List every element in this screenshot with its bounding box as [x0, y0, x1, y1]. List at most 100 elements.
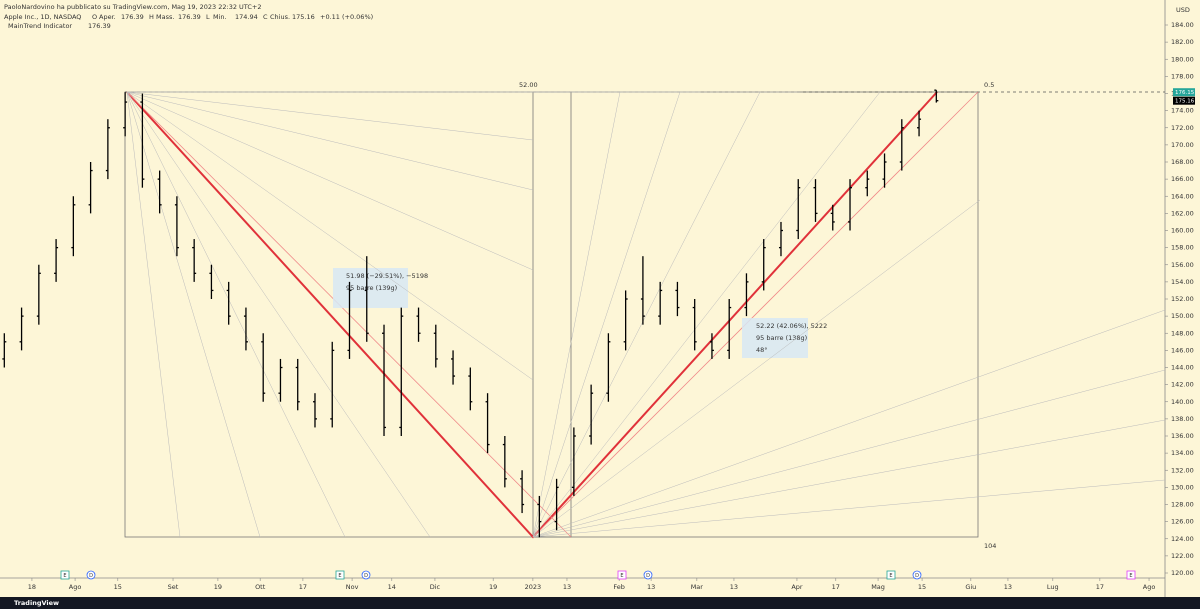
ohlc-label: Min.	[213, 13, 227, 21]
event-label: D	[646, 573, 650, 579]
ohlc-value: 174.94	[235, 13, 258, 21]
measure-text: 95 barre (139g)	[346, 284, 397, 292]
fan-line	[532, 309, 1166, 538]
x-tick-label: 13	[1004, 583, 1012, 591]
y-tick-label: 182.00	[1171, 38, 1194, 46]
measure-box	[333, 268, 408, 308]
ohlc-key: C	[263, 13, 268, 21]
y-tick-label: 150.00	[1171, 312, 1194, 320]
ohlc-label: Mass.	[156, 13, 174, 21]
fan-line	[532, 369, 1166, 538]
event-icon	[86, 570, 96, 580]
indicator-value: 176.39	[88, 22, 111, 30]
y-tick-label: 184.00	[1171, 21, 1194, 29]
fan-line	[126, 91, 431, 538]
event-label: E	[1129, 573, 1132, 579]
x-tick-label: Ago	[1143, 583, 1156, 591]
trend-line	[532, 91, 979, 538]
x-tick-label: 17	[299, 583, 307, 591]
event-icon	[60, 570, 70, 580]
y-tick-label: 152.00	[1171, 295, 1194, 303]
event-icon	[886, 570, 896, 580]
y-tick-label: 132.00	[1171, 466, 1194, 474]
fan-line	[532, 199, 981, 538]
event-icon	[361, 570, 371, 580]
fan-line	[126, 91, 534, 271]
y-tick-label: 160.00	[1171, 227, 1194, 235]
fan-line	[126, 91, 261, 538]
y-tick-label: 126.00	[1171, 518, 1194, 526]
footer: TradingView	[14, 599, 59, 607]
footer-bar	[0, 597, 1200, 609]
x-tick-label: 17	[832, 583, 840, 591]
y-tick-label: 162.00	[1171, 209, 1194, 217]
y-tick-label: 174.00	[1171, 107, 1194, 115]
fan-line	[126, 91, 534, 141]
ohlc-value: 175.16	[292, 13, 315, 21]
x-tick-label: Dic	[430, 583, 441, 591]
y-tick-label: 146.00	[1171, 346, 1194, 354]
y-tick-label: 172.00	[1171, 124, 1194, 132]
fan-line	[126, 91, 534, 191]
y-tick-label: 180.00	[1171, 55, 1194, 63]
fan-line	[126, 91, 181, 538]
y-tick-label: 136.00	[1171, 432, 1194, 440]
y-tick-label: 130.00	[1171, 483, 1194, 491]
y-tick-label: 120.00	[1171, 569, 1194, 577]
x-tick-label: 19	[214, 583, 222, 591]
x-tick-label: 13	[563, 583, 571, 591]
x-tick-label: Nov	[346, 583, 359, 591]
fan-line	[532, 479, 1166, 538]
price-tag	[1173, 96, 1195, 105]
measure-text: 52.22 (42.06%), 5222	[756, 322, 827, 330]
measure-text: 95 barre (138g)	[756, 334, 807, 342]
event-label: D	[89, 573, 93, 579]
fan-line	[532, 91, 761, 538]
annotation: 52.00	[519, 81, 538, 89]
y-tick-label: 178.00	[1171, 72, 1194, 80]
y-tick-label: 140.00	[1171, 398, 1194, 406]
event-icon	[912, 570, 922, 580]
event-label: E	[63, 573, 66, 579]
y-tick-label: 166.00	[1171, 175, 1194, 183]
change: +0.11 (+0.06%)	[320, 13, 373, 21]
measure-text: 48°	[756, 346, 768, 354]
x-tick-label: 17	[1096, 583, 1104, 591]
x-tick-label: 18	[28, 583, 36, 591]
x-tick-label: 15	[918, 583, 926, 591]
x-tick-label: Lug	[1047, 583, 1059, 591]
y-tick-label: 164.00	[1171, 192, 1194, 200]
y-tick-label: 142.00	[1171, 381, 1194, 389]
x-tick-label: 2023	[525, 583, 542, 591]
y-tick-label: 154.00	[1171, 278, 1194, 286]
fan-line	[532, 91, 681, 538]
y-tick-label: 158.00	[1171, 244, 1194, 252]
event-label: E	[338, 573, 341, 579]
ohlc-value: 176.39	[178, 13, 201, 21]
y-tick-label: 122.00	[1171, 552, 1194, 560]
fan-line	[126, 91, 346, 538]
drawings: 51.98 (−29.51%), −5198 95 barre (139g) 5…	[124, 81, 1166, 550]
measure-text: 51.98 (−29.51%), −5198	[346, 272, 428, 280]
annotation: 0.5	[984, 81, 994, 89]
header: PaoloNardovino ha pubblicato su TradingV…	[4, 3, 262, 11]
indicator-name: MainTrend Indicator	[8, 22, 72, 30]
x-tick-label: 13	[730, 583, 738, 591]
ohlc-label: Aper.	[99, 13, 116, 21]
y-tick-label: 138.00	[1171, 415, 1194, 423]
event-icon	[617, 570, 627, 580]
y-tick-label: 144.00	[1171, 364, 1194, 372]
x-tick-label: 13	[647, 583, 655, 591]
event-label: E	[620, 573, 623, 579]
fan-line	[126, 91, 534, 381]
event-icon	[335, 570, 345, 580]
ohlc-key: O	[92, 13, 97, 21]
event-icon	[1126, 570, 1136, 580]
y-tick-label: 124.00	[1171, 535, 1194, 543]
x-tick-label: 15	[114, 583, 122, 591]
y-tick-label: 156.00	[1171, 261, 1194, 269]
y-tick-label: 168.00	[1171, 158, 1194, 166]
x-tick-label: Mar	[691, 583, 704, 591]
x-tick-label: Ago	[69, 583, 82, 591]
price-tag-label: 176.15	[1175, 90, 1195, 96]
